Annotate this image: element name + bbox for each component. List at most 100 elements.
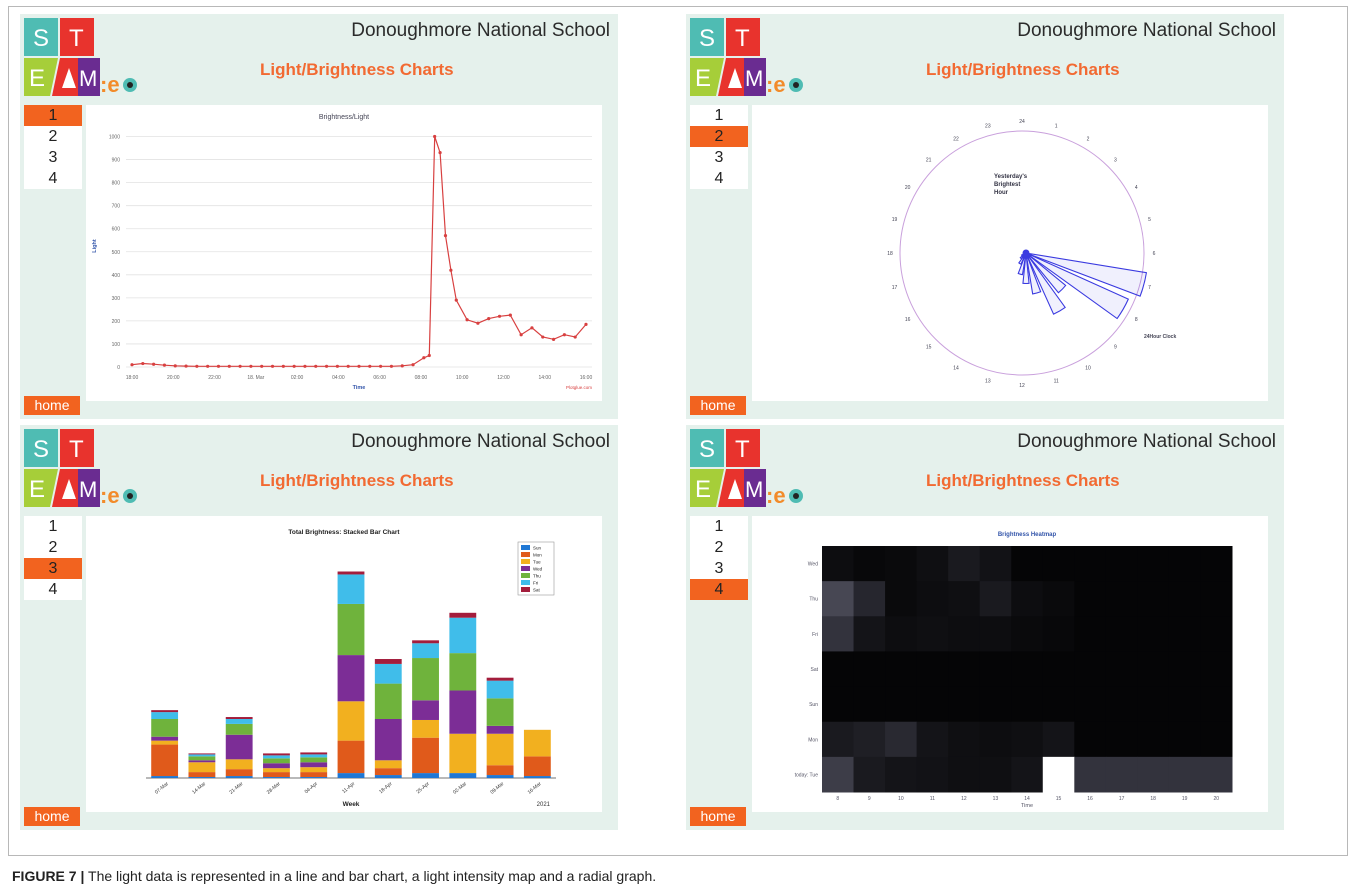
heatmap-cell — [885, 651, 918, 688]
data-point — [130, 363, 134, 367]
logo-d-center — [793, 493, 799, 499]
clock-label: 24Hour Clock — [1144, 334, 1176, 340]
hour-label: 24 — [1019, 119, 1025, 125]
heatmap-cell — [1105, 546, 1138, 582]
home-button[interactable]: home — [690, 396, 746, 415]
logo-letter-ed: :e — [766, 483, 786, 508]
home-button[interactable]: home — [24, 396, 80, 415]
legend-swatch — [521, 580, 530, 585]
radial-bar — [1025, 252, 1148, 297]
chart-area: 24 1 2 3 4 5 6 7 8 9 10 11 12 13 14 15 16 17 18 19 20 21 22 23 Y… — [752, 105, 1268, 401]
heatmap-cell — [1137, 721, 1170, 758]
steam-ed-logo: S T E M :e — [24, 18, 137, 97]
radial-bar — [1025, 252, 1067, 294]
logo-tile-e — [690, 469, 724, 507]
nav-item-4[interactable]: 4 — [690, 168, 748, 189]
data-point — [422, 356, 426, 360]
nav-item-1[interactable]: 1 — [24, 516, 82, 537]
logo-letter-e: E — [29, 65, 45, 92]
heatmap-cell — [1042, 546, 1075, 582]
nav-item-3[interactable]: 3 — [690, 147, 748, 168]
heatmap-cell — [979, 546, 1012, 582]
nav-item-3[interactable]: 3 — [24, 147, 82, 168]
bar-segment — [300, 767, 328, 773]
bar-segment — [300, 754, 328, 758]
nav-item-4[interactable]: 4 — [24, 579, 82, 600]
figure-caption: FIGURE 7 | The light data is represented… — [12, 868, 656, 884]
bar-segment — [188, 777, 216, 778]
home-button[interactable]: home — [690, 807, 746, 826]
col-label: 11 — [930, 796, 935, 802]
bar-segment — [225, 769, 253, 777]
logo-letter-t: T — [735, 436, 750, 463]
heatmap-cell — [1200, 546, 1233, 582]
app-screen-3: S T E M :e Donoughmore National School L… — [20, 425, 618, 830]
heatmap-cell — [916, 581, 949, 617]
page-title: Light/Brightness Charts — [926, 60, 1120, 79]
x-tick-label: 18:00 — [126, 375, 139, 381]
data-point — [562, 333, 566, 337]
bar-segment — [337, 574, 365, 604]
logo-tile-t — [726, 429, 760, 467]
heatmap-cell — [979, 686, 1012, 723]
radial-bar — [1022, 252, 1030, 285]
heatmap-cell — [1200, 756, 1233, 793]
data-point — [216, 364, 221, 368]
x-tick-label: 02:00 — [291, 375, 304, 381]
nav-item-3[interactable]: 3 — [24, 558, 82, 579]
row-label: Thu — [809, 597, 818, 603]
x-tick-label: 04-Apr — [304, 781, 320, 795]
x-tick-label: 07-Mar — [154, 781, 170, 796]
heatmap-cell — [822, 756, 855, 793]
heatmap-cell — [853, 616, 886, 652]
data-point — [497, 314, 502, 318]
nav-item-3[interactable]: 3 — [690, 558, 748, 579]
nav-item-2[interactable]: 2 — [690, 126, 748, 147]
legend-label: Tue — [533, 560, 541, 565]
nav-item-2[interactable]: 2 — [24, 126, 82, 147]
data-point — [427, 353, 431, 358]
data-point — [184, 364, 188, 368]
heatmap-cell — [885, 546, 918, 582]
data-point — [314, 364, 318, 368]
hour-label: 6 — [1153, 251, 1156, 257]
hour-label: 12 — [1019, 383, 1025, 389]
logo-letter-s: S — [33, 25, 49, 52]
annotation-text: Hour — [994, 190, 1009, 196]
nav-item-4[interactable]: 4 — [690, 579, 748, 600]
data-point — [449, 268, 453, 272]
home-button[interactable]: home — [24, 807, 80, 826]
heatmap-cell — [1011, 546, 1044, 582]
bar-segment — [486, 698, 514, 726]
y-tick-label: 400 — [112, 273, 121, 279]
data-point — [152, 362, 156, 366]
radial-bar — [1025, 252, 1066, 315]
data-point — [379, 364, 383, 368]
data-point — [270, 364, 275, 368]
bar-segment — [486, 765, 514, 776]
data-point — [411, 363, 415, 367]
logo-tile-t — [726, 18, 760, 56]
chart-credit: Plotglue.com — [566, 385, 592, 390]
nav-item-2[interactable]: 2 — [24, 537, 82, 558]
col-label: 12 — [961, 796, 967, 802]
page-title: Light/Brightness Charts — [260, 60, 454, 79]
nav-item-4[interactable]: 4 — [24, 168, 82, 189]
bar-segment — [337, 603, 365, 656]
hour-label: 1 — [1055, 123, 1058, 129]
x-tick-label: 21-Mar — [228, 781, 244, 796]
nav-item-1[interactable]: 1 — [690, 105, 748, 126]
school-name: Donoughmore National School — [1017, 431, 1276, 452]
heatmap-cell — [853, 721, 886, 758]
nav-item-2[interactable]: 2 — [690, 537, 748, 558]
heatmap-cell — [1137, 651, 1170, 688]
logo-tile-s — [690, 429, 724, 467]
nav-item-1[interactable]: 1 — [690, 516, 748, 537]
legend-label: Mon — [533, 553, 542, 558]
heatmap-cell — [1074, 616, 1107, 652]
heatmap-cell — [1168, 651, 1201, 688]
x-tick-label: 10:00 — [456, 375, 469, 381]
heatmap-cell — [916, 721, 949, 758]
nav-item-1[interactable]: 1 — [24, 105, 82, 126]
heatmap-cell — [1042, 756, 1075, 793]
